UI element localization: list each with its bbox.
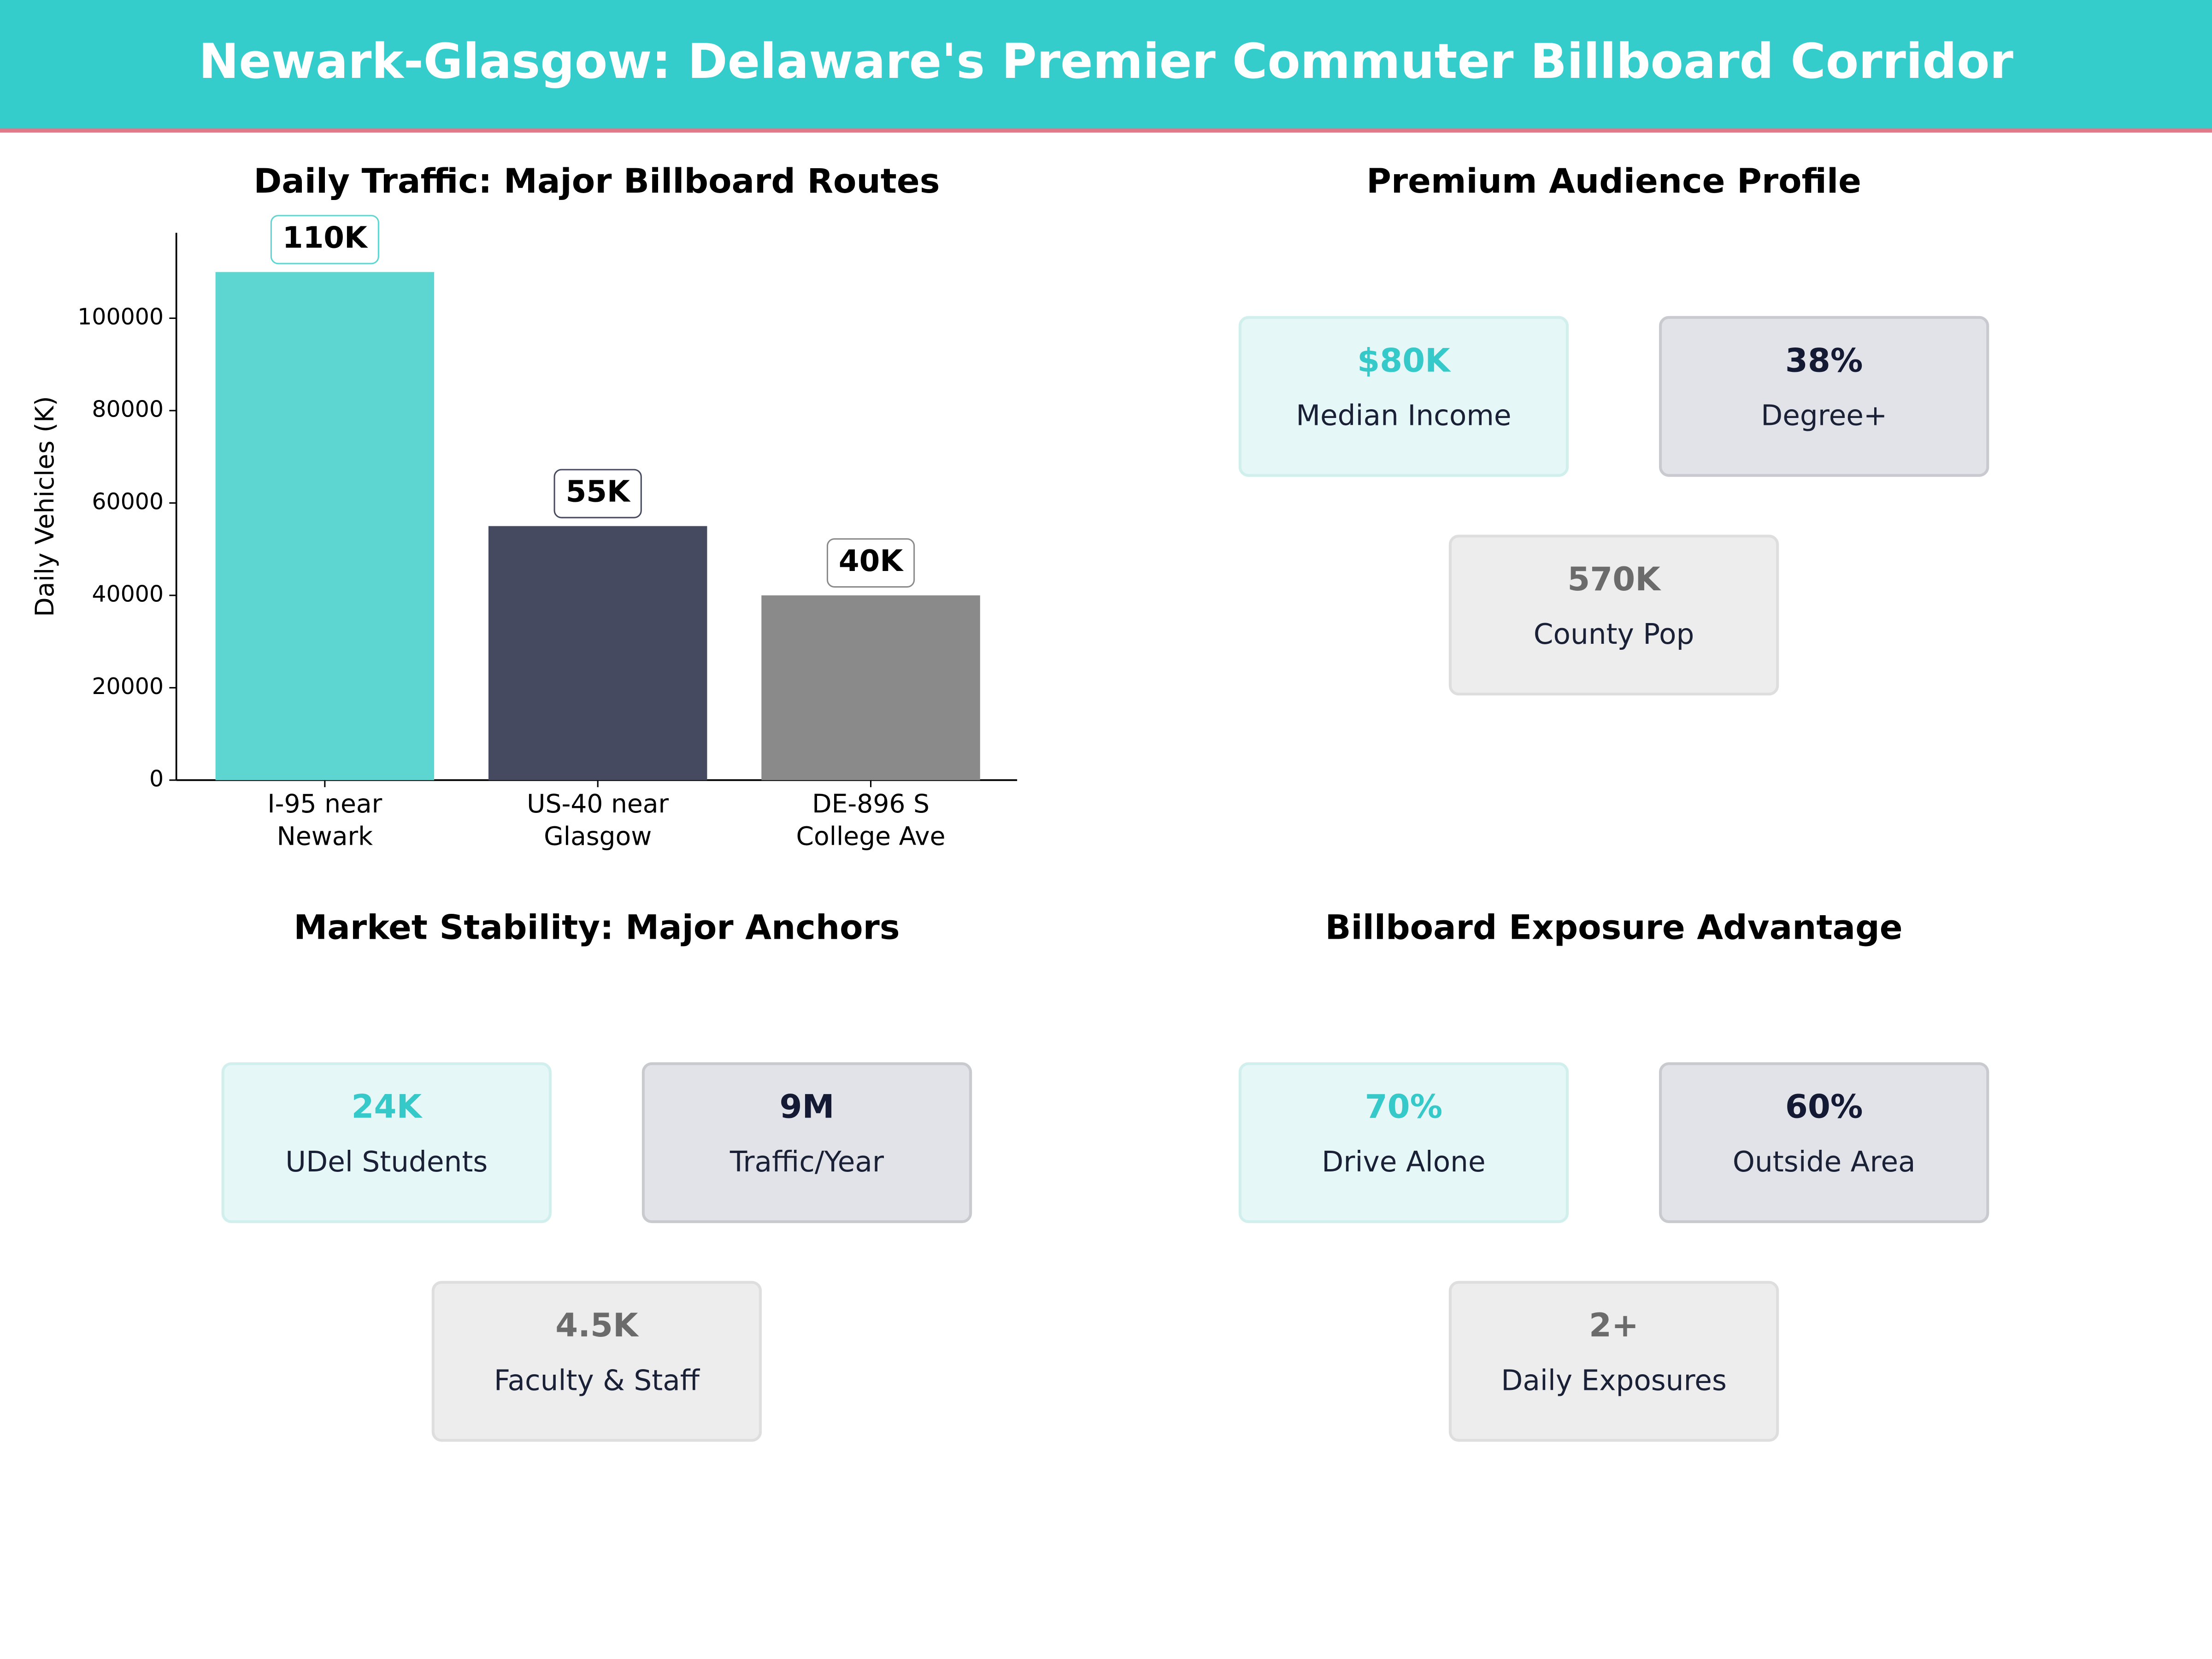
stat-value: 2+: [1589, 1306, 1639, 1344]
header-bar: [0, 0, 2212, 130]
value-label-box: [553, 469, 642, 518]
stat-card: [431, 1281, 762, 1442]
bar: [761, 595, 980, 780]
y-axis-label: Daily Vehicles (K): [30, 396, 59, 617]
value-label-box: [270, 215, 379, 265]
value-label: 40K: [839, 544, 904, 578]
y-tick-label: 0: [149, 765, 164, 792]
stat-card: [221, 1062, 552, 1224]
y-tick-label: 40000: [92, 581, 164, 607]
x-tick-label: US-40 near Glasgow: [527, 789, 669, 851]
stat-value: 9M: [780, 1088, 835, 1126]
y-tick-label: 100000: [77, 304, 164, 330]
bar: [488, 526, 707, 780]
stat-value: 570K: [1567, 560, 1661, 598]
y-tick-label: 20000: [92, 673, 164, 700]
x-tick-label: DE-896 S College Ave: [796, 789, 946, 851]
x-tick-label-line: Newark: [277, 821, 373, 851]
stat-card: [1659, 316, 1989, 477]
value-label-box: [826, 538, 915, 588]
value-label: 110K: [282, 220, 368, 255]
chart-title: Daily Traffic: Major Billboard Routes: [253, 162, 940, 201]
stat-label: Drive Alone: [1322, 1146, 1485, 1178]
x-tick-label-line: DE-896 S: [812, 789, 930, 818]
stat-value: 4.5K: [555, 1306, 639, 1344]
header-rule: [0, 128, 2212, 133]
stat-value: 38%: [1785, 341, 1863, 379]
stat-value: 70%: [1365, 1088, 1442, 1126]
stat-label: Degree+: [1761, 400, 1887, 432]
stat-label: Outside Area: [1733, 1146, 1916, 1178]
stat-value: 60%: [1785, 1088, 1863, 1126]
stat-card: [641, 1062, 972, 1224]
stat-label: Median Income: [1296, 400, 1511, 432]
stat-label: UDel Students: [285, 1146, 488, 1178]
stat-value: 24K: [352, 1088, 423, 1126]
stat-label: Faculty & Staff: [494, 1365, 700, 1397]
value-label: 55K: [566, 475, 631, 509]
x-tick-label-line: Glasgow: [544, 821, 652, 851]
stat-card: [1659, 1062, 1989, 1224]
panel-title: Billboard Exposure Advantage: [1325, 908, 1903, 947]
x-tick-label-line: I-95 near: [267, 789, 382, 818]
x-tick-label: I-95 near Newark: [267, 789, 382, 851]
stat-label: Traffic/Year: [729, 1146, 884, 1178]
stat-card: [1448, 535, 1779, 696]
bar: [215, 272, 435, 780]
panel-title: Market Stability: Major Anchors: [294, 908, 900, 947]
stat-card: [1238, 1062, 1569, 1224]
stat-label: Daily Exposures: [1501, 1365, 1727, 1397]
stat-card: [1448, 1281, 1779, 1442]
stat-label: County Pop: [1534, 618, 1694, 651]
panel-title: Premium Audience Profile: [1366, 162, 1861, 201]
x-tick-label-line: US-40 near: [527, 789, 669, 818]
page-title: Newark-Glasgow: Delaware's Premier Commu…: [199, 33, 2013, 89]
x-tick-label-line: College Ave: [796, 821, 946, 851]
stat-value: $80K: [1357, 341, 1451, 379]
y-tick-label: 80000: [92, 396, 164, 422]
y-tick-label: 60000: [92, 488, 164, 515]
stat-card: [1238, 316, 1569, 477]
